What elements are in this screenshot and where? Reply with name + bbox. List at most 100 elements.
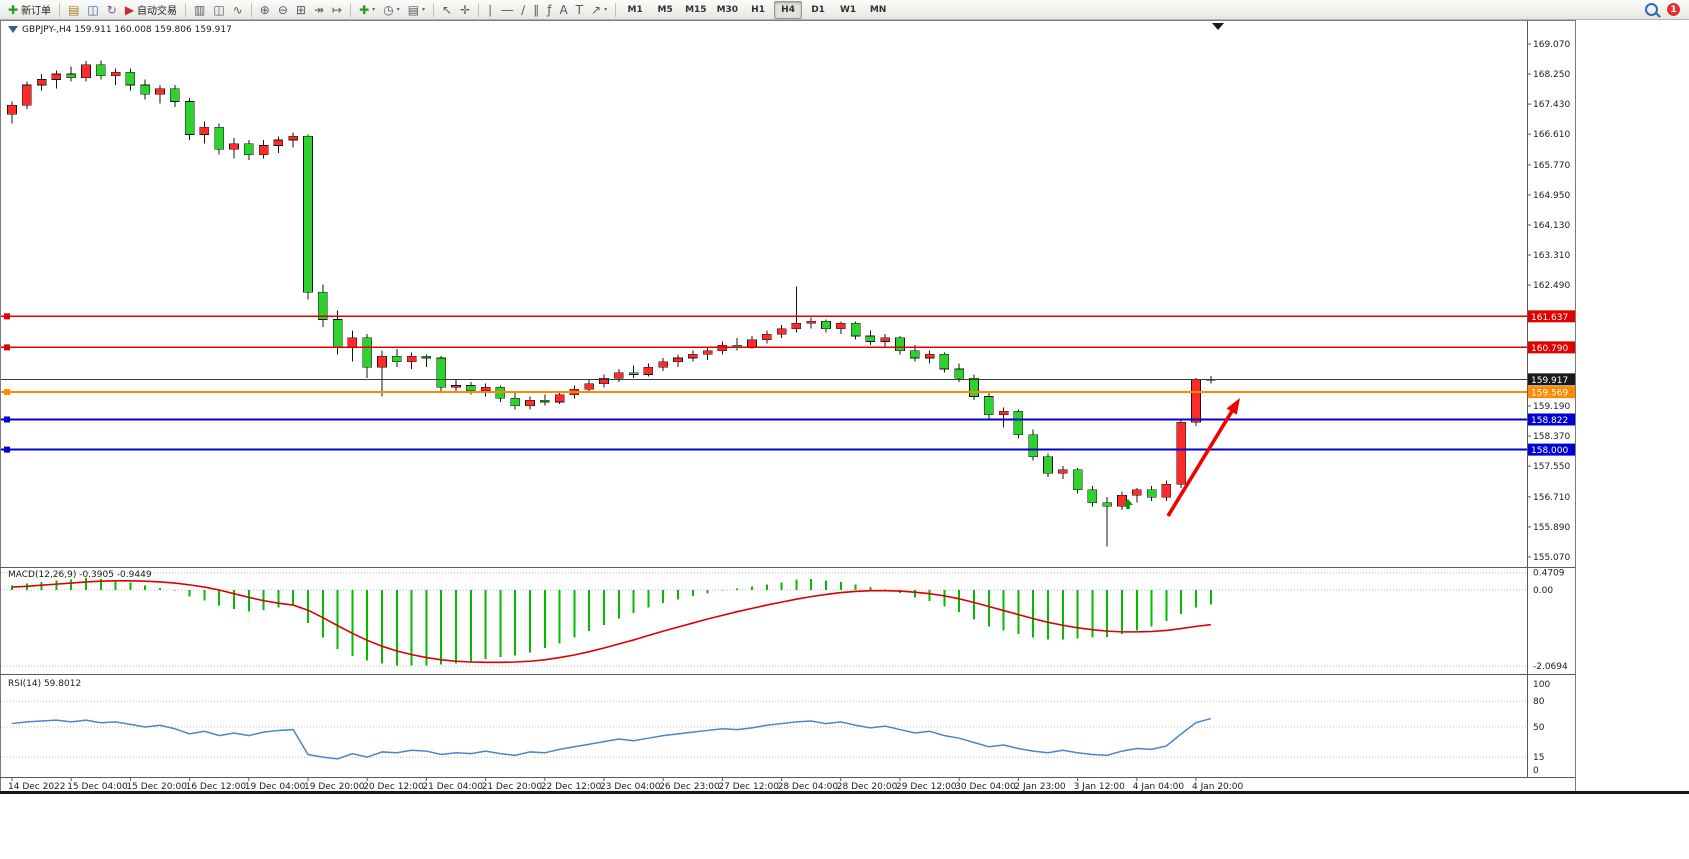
templates-button[interactable]: ▤ ▾ [405, 1, 428, 19]
new-order-button-label: 新订单 [21, 6, 52, 17]
rsi-axis-label: 0 [1533, 766, 1539, 776]
zoom-in-button[interactable]: ⊕ [257, 1, 273, 19]
channel-button[interactable]: ∥ [530, 1, 542, 19]
chart-symbol-header: GBPJPY-,H4 159.911 160.008 159.806 159.9… [22, 25, 232, 35]
timeframe-button-w1[interactable]: W1 [839, 4, 857, 15]
search-button[interactable] [1642, 1, 1661, 19]
time-axis-label: 30 Dec 04:00 [955, 782, 1016, 792]
symbol-dropdown-icon[interactable] [8, 26, 18, 33]
timeframe-button-m15[interactable]: M15 [685, 4, 707, 15]
bull-candle [199, 126, 210, 135]
bear-candle [909, 350, 920, 359]
timeframe-button-m30[interactable]: M30 [716, 4, 739, 15]
fibonacci-button[interactable]: ƒ [544, 1, 554, 19]
tile-windows-button[interactable]: ⊞ [293, 1, 309, 19]
periods-button[interactable]: ◷ ▾ [380, 1, 403, 19]
bull-candle [702, 350, 713, 355]
bear-candle [1087, 489, 1098, 504]
bear-candle [1072, 469, 1083, 491]
text-icon: A [559, 2, 568, 17]
trend-arrow-head [1226, 398, 1240, 415]
cursor-button[interactable]: ↖ [439, 1, 455, 19]
bull-candle [687, 354, 698, 359]
price-tag-label: 160.790 [1531, 344, 1568, 354]
line-chart-button[interactable]: ∿ [230, 1, 246, 19]
bull-candle [880, 337, 891, 342]
timeframe-button-mn[interactable]: MN [869, 4, 887, 15]
macd-axis-label: -2.0694 [1533, 662, 1568, 672]
new-order-button[interactable]: ✚ 新订单 [5, 1, 54, 19]
price-axis-label: 164.130 [1533, 221, 1570, 231]
autotrading-button[interactable]: ▶ 自动交易 [122, 1, 180, 19]
timeframe-button-h1[interactable]: H1 [751, 4, 765, 15]
bar-chart-button[interactable]: ▥ [191, 1, 208, 19]
bull-candle [761, 333, 772, 340]
toolbar-separator [185, 2, 187, 17]
horizontal-line-button[interactable]: ― [498, 1, 516, 19]
zoom-out-button[interactable]: ⊖ [275, 1, 291, 19]
chart-shift-button[interactable]: ↦ [329, 1, 345, 19]
time-axis-label: 21 Dec 04:00 [422, 782, 483, 792]
hline-anchor [4, 389, 10, 396]
time-axis-label: 3 Jan 12:00 [1074, 782, 1126, 792]
macd-axis-label: 0.00 [1533, 586, 1553, 596]
price-tag [1528, 310, 1575, 323]
autotrading-icon: ▶ [124, 2, 135, 17]
label-button[interactable]: T [573, 1, 586, 19]
indicators-button[interactable]: ✚ ▾ [356, 1, 378, 19]
hline-anchor [4, 344, 10, 351]
time-axis-label: 28 Dec 04:00 [778, 782, 839, 792]
time-axis-label: 22 Dec 12:00 [541, 782, 602, 792]
bear-candle [939, 354, 950, 370]
price-tag-label: 161.637 [1531, 313, 1568, 323]
refresh-button[interactable]: ↻ [104, 1, 120, 19]
arrows-icon: ↗ [591, 2, 602, 17]
timeframe-button-m5[interactable]: M5 [657, 4, 673, 15]
toolbar-separator [59, 2, 61, 17]
tile-windows-icon: ⊞ [295, 2, 306, 17]
price-tag [1528, 443, 1575, 456]
profiles-button[interactable]: ▤ [65, 1, 82, 19]
vertical-line-button[interactable]: ∣ [484, 1, 496, 19]
arrows-button[interactable]: ↗ ▾ [588, 1, 610, 19]
bear-candle [1028, 434, 1038, 458]
bull-candle [36, 79, 47, 86]
time-axis-label: 15 Dec 20:00 [126, 782, 187, 792]
candlestick-chart-button[interactable]: ◫ [210, 1, 227, 19]
text-button[interactable]: A [556, 1, 570, 19]
price-axis-label: 165.770 [1533, 161, 1570, 171]
trendline-button[interactable]: ∕ [518, 1, 528, 19]
bear-candle [96, 64, 106, 77]
templates-icon: ▤ [407, 2, 420, 17]
bull-candle [658, 361, 669, 368]
bear-candle [1146, 489, 1157, 498]
timeframe-button-m1[interactable]: M1 [627, 4, 643, 15]
price-tag-label: 159.917 [1531, 376, 1568, 386]
dropdown-caret-icon: ▾ [372, 6, 376, 13]
crosshair-icon: ✛ [460, 2, 471, 17]
vertical-line-icon: ∣ [487, 2, 494, 17]
fibonacci-icon: ƒ [547, 2, 552, 17]
bull-candle [554, 394, 565, 403]
bull-candle [451, 385, 461, 388]
price-tag-label: 159.569 [1531, 389, 1568, 399]
market-watch-button[interactable]: ◫ [84, 1, 101, 19]
timeframe-button-d1[interactable]: D1 [811, 4, 825, 15]
timeframe-button-h4[interactable]: H4 [774, 0, 803, 19]
toolbar-separator [478, 2, 480, 17]
bull-candle [51, 73, 62, 80]
bull-candle [673, 357, 683, 362]
time-axis-label: 26 Dec 23:00 [659, 782, 720, 792]
trend-arrow-annotation[interactable] [1166, 405, 1237, 517]
price-axis-label: 157.550 [1533, 462, 1570, 472]
auto-scroll-button[interactable]: ↠ [311, 1, 327, 19]
bull-candle [584, 383, 595, 390]
time-axis-label: 21 Dec 20:00 [482, 782, 543, 792]
bull-candle [1161, 484, 1172, 498]
chart-shift-marker[interactable] [1212, 23, 1224, 30]
price-axis-label: 156.710 [1533, 493, 1570, 503]
crosshair-button[interactable]: ✛ [457, 1, 473, 19]
bull-candle [7, 104, 17, 115]
notification-badge[interactable]: 1 [1666, 2, 1681, 17]
